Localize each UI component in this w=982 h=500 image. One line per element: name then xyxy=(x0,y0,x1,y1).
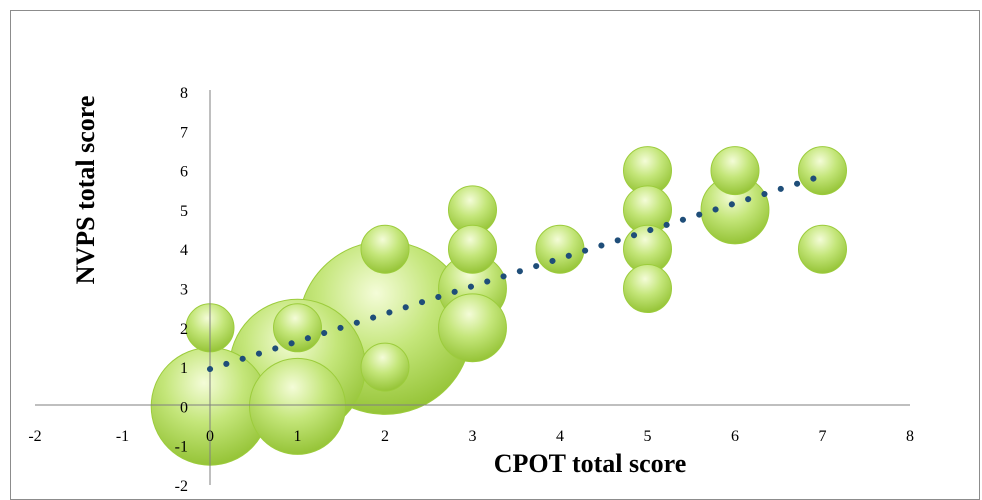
y-tick-label: 0 xyxy=(180,399,188,416)
y-tick-label: -2 xyxy=(175,478,188,493)
y-tick-label: 7 xyxy=(180,124,188,141)
y-tick-label: 3 xyxy=(180,282,188,299)
x-tick-label: 6 xyxy=(731,428,739,445)
y-axis-title: NVPS total score xyxy=(71,96,100,285)
x-tick-labels: -2 -1 0 1 2 3 4 5 6 7 8 xyxy=(28,428,914,445)
x-axis-title: CPOT total score xyxy=(494,449,687,478)
y-tick-label: -1 xyxy=(175,439,188,456)
bubble-point xyxy=(535,224,585,274)
y-tick-label: 5 xyxy=(180,203,188,220)
bubble-point xyxy=(273,303,322,353)
y-tick-label: 2 xyxy=(180,321,188,338)
y-tick-labels: -2 -1 0 1 2 3 4 5 6 7 8 xyxy=(175,85,188,493)
y-tick-label: 1 xyxy=(180,360,188,377)
x-tick-label: 4 xyxy=(556,428,564,445)
bubble-point xyxy=(249,357,346,455)
x-tick-label: 1 xyxy=(294,428,302,445)
x-tick-label: 3 xyxy=(469,428,477,445)
bubble-point xyxy=(798,146,847,196)
trendline xyxy=(207,175,817,373)
x-tick-label: 0 xyxy=(206,428,214,445)
bubble-point xyxy=(710,146,760,196)
bubble-point xyxy=(448,224,497,274)
x-tick-label: 2 xyxy=(381,428,389,445)
bubble-point xyxy=(438,293,507,363)
bubble-point xyxy=(798,224,847,274)
y-tick-label: 4 xyxy=(180,242,188,259)
bubbles-layer xyxy=(150,146,847,466)
axes-layer xyxy=(35,90,910,485)
x-tick-label: 8 xyxy=(906,428,914,445)
x-tick-label: 5 xyxy=(644,428,652,445)
bubble-point xyxy=(623,264,672,313)
x-tick-label: -1 xyxy=(116,428,129,445)
trendline-layer xyxy=(207,175,817,373)
y-tick-label: 6 xyxy=(180,164,188,181)
x-tick-label: -2 xyxy=(28,428,41,445)
x-tick-label: 7 xyxy=(819,428,827,445)
y-tick-label: 8 xyxy=(180,85,188,102)
bubble-point xyxy=(360,342,410,392)
bubble-point xyxy=(360,224,410,274)
